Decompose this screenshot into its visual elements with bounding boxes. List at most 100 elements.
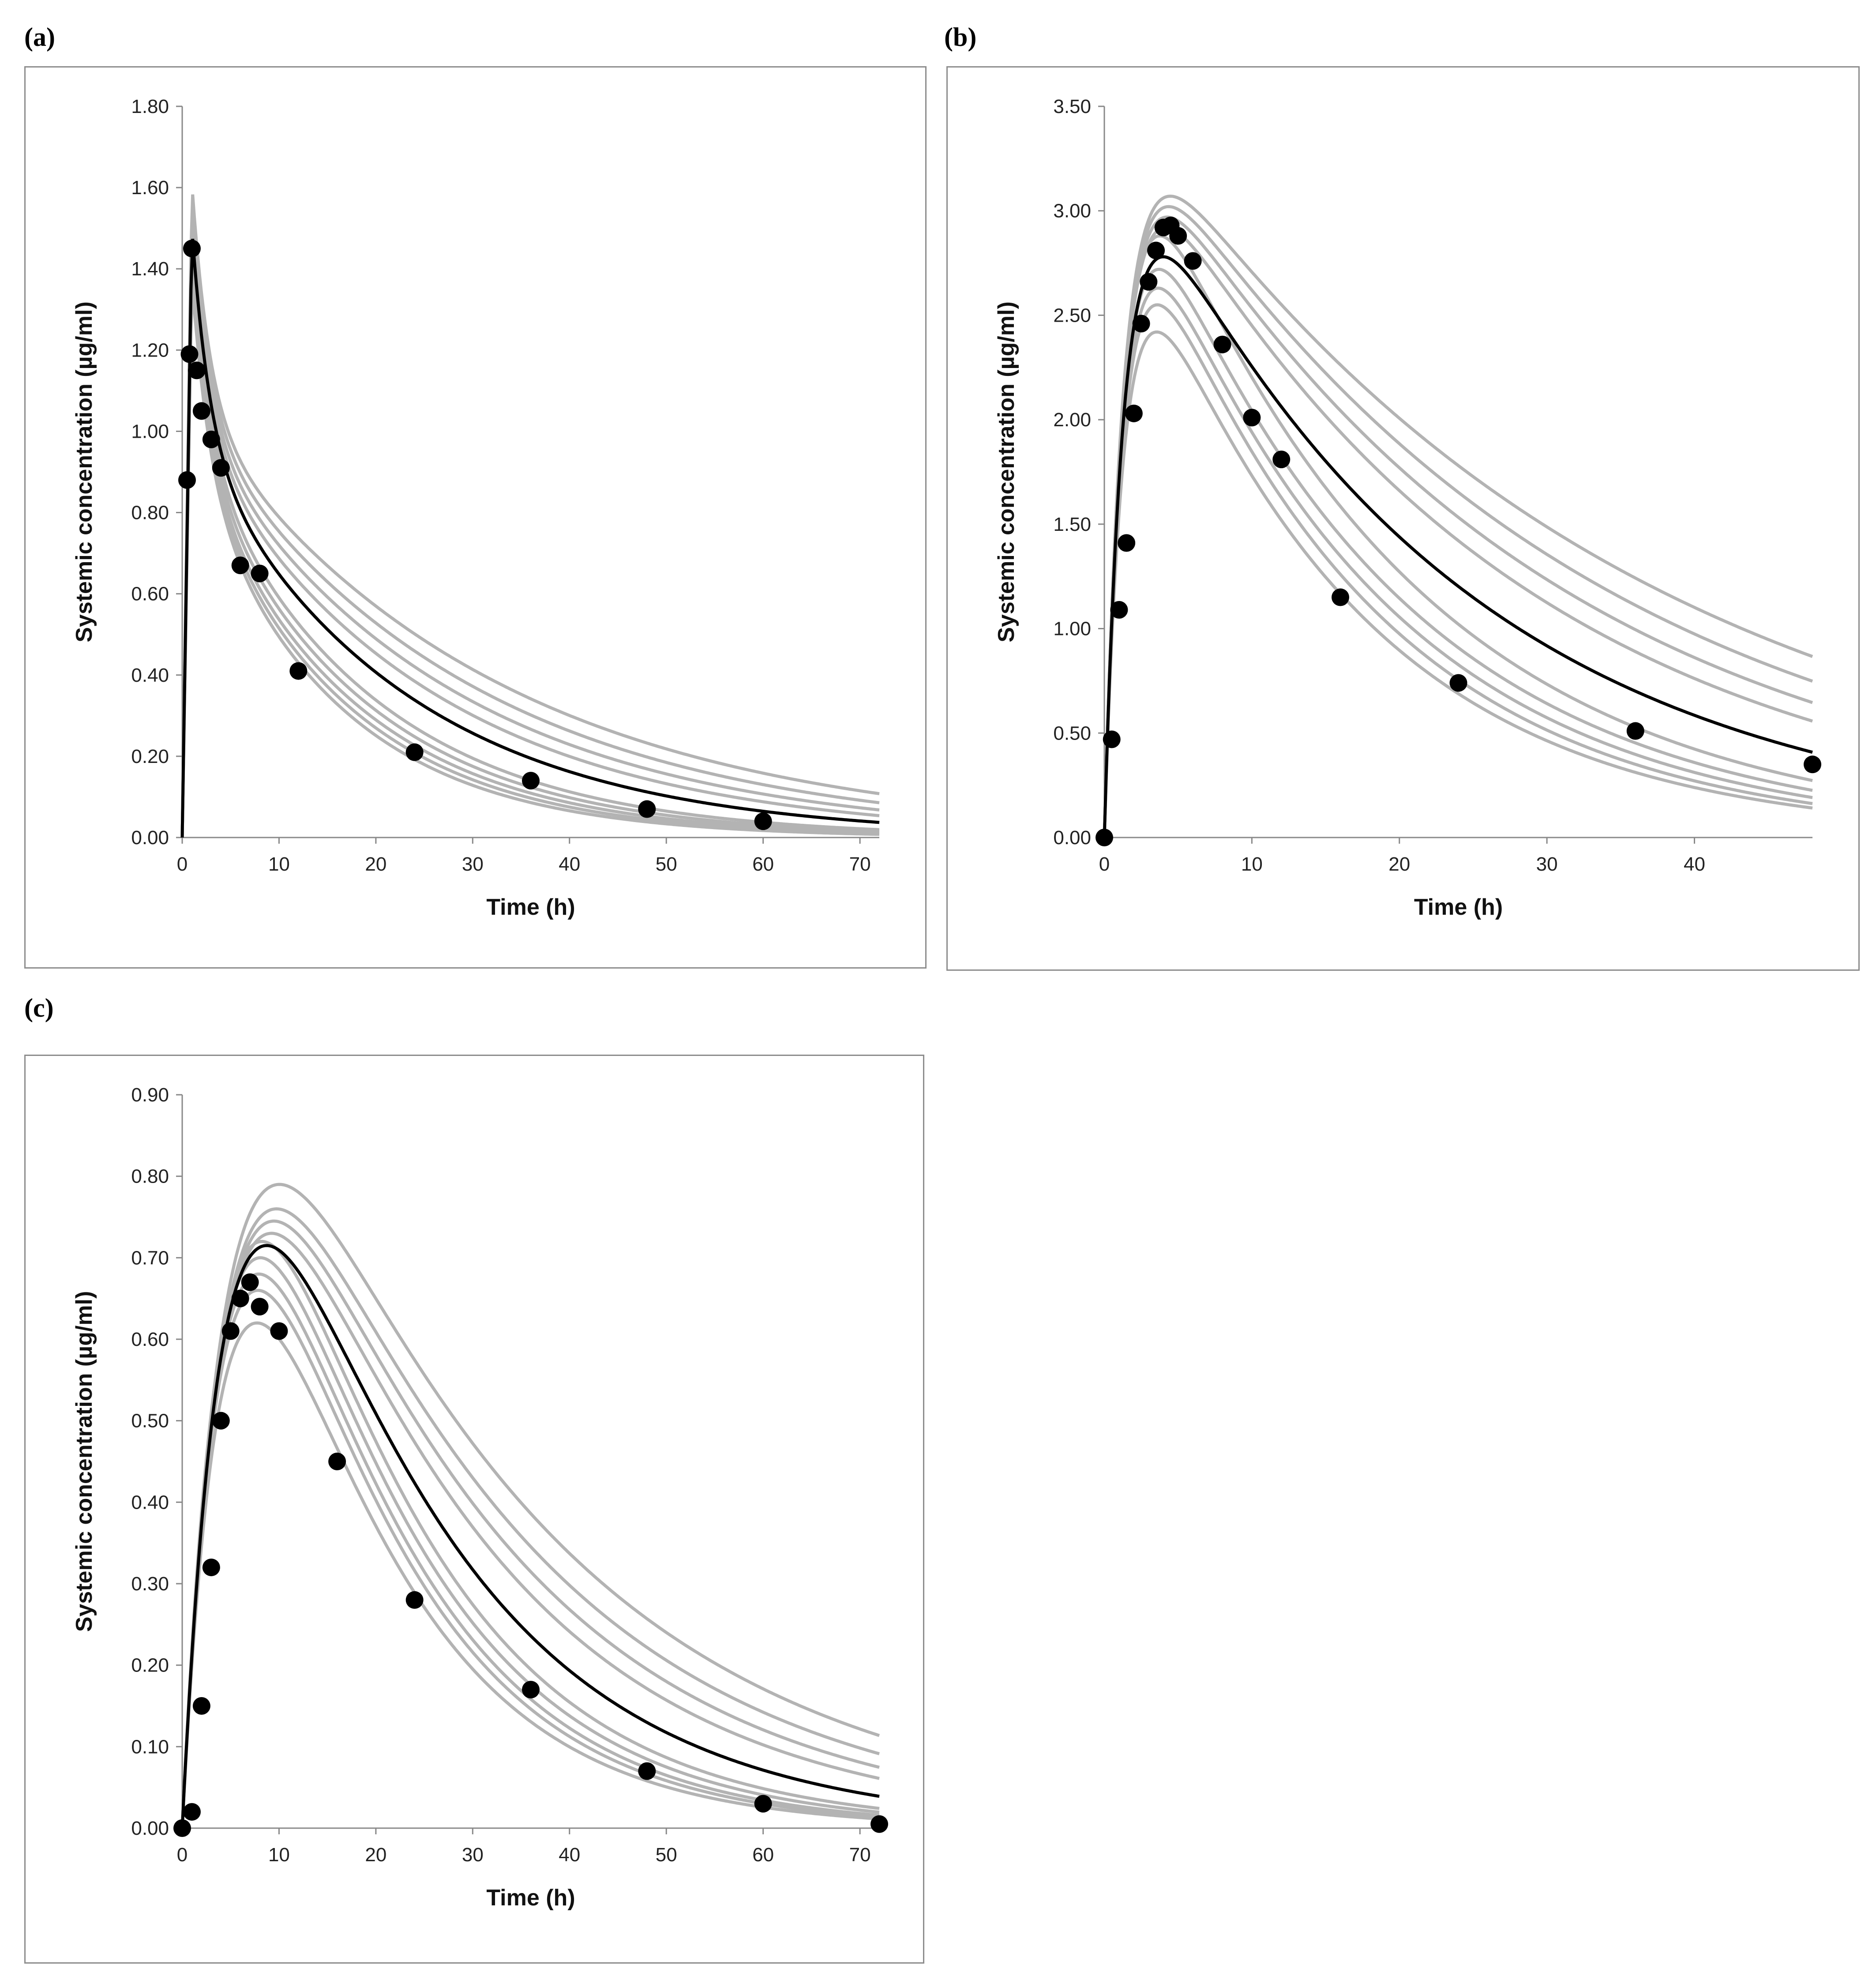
x-tick-label: 0 [177,853,188,875]
y-tick-label: 0.80 [131,502,169,524]
x-tick-label: 40 [559,1844,580,1866]
observed-point [1272,451,1291,469]
observed-point [1449,674,1467,692]
x-tick-label: 30 [1536,853,1558,875]
observed-point [1103,730,1121,748]
y-axis-title: Systemic concentration (µg/ml) [71,301,97,642]
individual-model-line [180,279,880,838]
individual-model-line [180,259,880,838]
individual-model-line [1103,195,1813,838]
observed-point [1096,829,1113,846]
observed-point [1110,601,1128,619]
chart-frame-a: 0.00 0.20 0.40 0.60 0.80 1.00 1.20 1.40 1.60 1.80… [24,66,927,969]
y-tick-label: 0.70 [131,1247,169,1269]
individual-model-line [1103,286,1813,838]
observed-point [522,1681,540,1699]
individual-model-line [180,194,880,838]
observed-point [1626,722,1644,740]
observed-point [1140,273,1158,291]
individual-model-line [180,1219,880,1829]
observed-point [1243,409,1261,427]
individual-model-line [180,230,880,838]
observed-point [1213,335,1231,353]
y-tick-label: 0.40 [131,665,169,686]
observed-point [173,1819,191,1837]
y-tick-label: 1.00 [131,421,169,442]
individual-model-line [180,287,880,838]
observed-point [231,1289,249,1307]
y-tick-label: 1.40 [131,258,169,280]
x-tick-label: 20 [365,853,386,875]
x-tick-label: 30 [462,1844,484,1866]
x-tick-label: 0 [177,1844,188,1866]
mean-model-line [180,239,880,838]
individual-model-line [180,1232,880,1829]
observed-point [1125,404,1143,422]
y-tick-label: 1.50 [1053,514,1091,535]
observed-point [1804,755,1821,774]
y-tick-label: 0.40 [131,1491,169,1513]
panel-label-b: (b) [944,23,977,52]
observed-point [202,430,220,448]
observed-point [221,1322,240,1340]
y-tick-label: 2.50 [1053,304,1091,326]
chart-frame-b: 0.00 0.50 1.00 1.50 2.00 2.50 3.00 3.50 0 10 20 30 4… [946,66,1860,971]
observed-point [1332,588,1349,606]
observed-point [178,471,196,489]
observed-point [638,1762,656,1780]
observed-point [183,1803,201,1821]
observed-point [251,564,269,582]
x-axis-title: Time (h) [486,894,575,920]
x-tick-label: 60 [752,853,774,875]
observed-point [638,800,656,818]
observed-point [183,240,201,258]
y-tick-label: 0.80 [131,1166,169,1187]
individual-model-line [180,206,880,838]
individual-model-line [1103,205,1813,838]
y-tick-label: 0.00 [131,827,169,849]
observed-point [1132,315,1150,333]
observed-point [522,772,540,790]
observed-point [1184,252,1202,270]
y-tick-label: 1.80 [131,96,169,117]
observed-point [241,1273,259,1291]
individual-model-line [1103,267,1813,838]
x-tick-label: 10 [268,853,290,875]
observed-point [251,1298,269,1316]
panel-label-c: (c) [24,993,54,1022]
observed-point [192,1697,210,1715]
y-axis-title: Systemic concentration (µg/ml) [71,1291,97,1632]
x-tick-label: 40 [559,853,580,875]
y-tick-label: 0.00 [131,1818,169,1839]
y-tick-label: 0.20 [131,1655,169,1676]
observed-point [1118,534,1136,552]
y-tick-label: 3.00 [1053,200,1091,222]
observed-point [870,1815,888,1833]
y-tick-label: 0.90 [131,1084,169,1106]
individual-model-line [1103,234,1813,838]
chart-c: 0.00 0.10 0.20 0.30 0.40 0.50 0.60 0.70 0.80 0.90… [71,1084,888,1911]
individual-model-line [180,1207,880,1829]
y-tick-label: 3.50 [1053,96,1091,117]
individual-model-line [180,218,880,838]
individual-model-line [1103,330,1813,838]
chart-frame-c: 0.00 0.10 0.20 0.30 0.40 0.50 0.60 0.70 0.80 0.90… [24,1055,924,1964]
y-tick-label: 0.50 [131,1410,169,1432]
x-axis-title: Time (h) [1414,894,1503,920]
y-tick-label: 0.30 [131,1573,169,1595]
x-tick-label: 50 [656,1844,677,1866]
observed-point [231,556,249,575]
y-tick-label: 0.10 [131,1736,169,1758]
observed-point [212,459,230,477]
individual-model-line [180,1240,880,1829]
individual-model-line [180,1256,880,1829]
y-tick-label: 1.00 [1053,618,1091,640]
observed-point [202,1559,220,1577]
y-tick-label: 1.60 [131,177,169,199]
observed-point [192,402,210,420]
individual-model-line [1103,303,1813,838]
observed-point [212,1412,230,1430]
y-tick-label: 0.00 [1053,827,1091,849]
chart-a: 0.00 0.20 0.40 0.60 0.80 1.00 1.20 1.40 1.60 1.80… [71,96,880,920]
x-tick-label: 10 [268,1844,290,1866]
